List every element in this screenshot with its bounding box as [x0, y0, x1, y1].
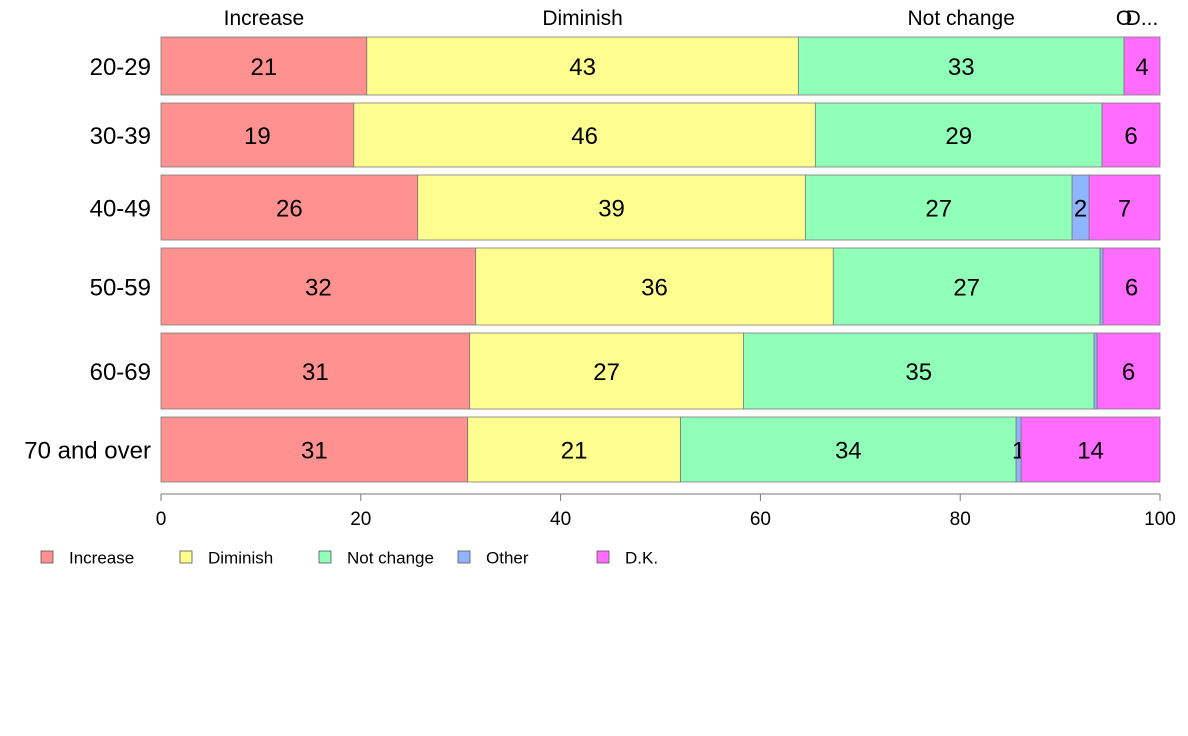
x-tick-label-20: 20	[350, 509, 371, 530]
data-label-70-and-over-not-change: 34	[835, 438, 862, 465]
bar-30-39-increase	[160, 102, 355, 168]
data-label-20-29-increase: 21	[251, 54, 278, 81]
data-label-50-59-not-change: 27	[953, 275, 980, 302]
data-label-40-49-d-k: 7	[1118, 196, 1131, 223]
x-tick-label-60: 60	[750, 509, 771, 530]
bar-60-69-not-change	[743, 332, 1095, 410]
bar-70-and-over-diminish	[467, 416, 681, 483]
data-label-20-29-d-k: 4	[1135, 54, 1148, 81]
data-label-20-29-diminish: 43	[569, 54, 596, 81]
legend-swatch-d-k	[596, 550, 610, 564]
bar-20-29-not-change	[797, 36, 1125, 96]
bar-20-29-d-k	[1123, 36, 1161, 96]
data-label-40-49-increase: 26	[276, 196, 303, 223]
bar-40-49-d-k	[1088, 174, 1161, 241]
data-label-60-69-d-k: 6	[1122, 359, 1135, 386]
bar-30-39-diminish	[353, 102, 816, 168]
bar-60-69-other	[1093, 332, 1098, 410]
data-label-50-59-increase: 32	[305, 275, 332, 302]
data-label-50-59-diminish: 36	[641, 275, 668, 302]
category-label-60-69: 60-69	[90, 359, 151, 386]
data-label-20-29-not-change: 33	[948, 54, 975, 81]
bar-70-and-over-not-change	[680, 416, 1017, 483]
x-tick-label-80: 80	[950, 509, 971, 530]
data-label-50-59-d-k: 6	[1125, 275, 1138, 302]
bar-60-69-diminish	[469, 332, 744, 410]
bar-30-39-not-change	[814, 102, 1103, 168]
bar-50-59-increase	[160, 247, 477, 326]
category-label-30-39: 30-39	[90, 123, 151, 150]
bar-60-69-d-k	[1096, 332, 1161, 410]
legend-label-d-k: D.K.	[625, 549, 658, 568]
bar-40-49-diminish	[417, 174, 806, 241]
data-label-40-49-other: 2	[1074, 196, 1087, 223]
legend-label-diminish: Diminish	[208, 549, 273, 568]
legend-swatch-diminish	[179, 550, 193, 564]
legend-label-other: Other	[486, 549, 529, 568]
bar-50-59-not-change	[832, 247, 1101, 326]
top-label-diminish: Diminish	[542, 7, 623, 30]
data-label-70-and-over-diminish: 21	[561, 438, 588, 465]
x-tick-label-100: 100	[1144, 509, 1176, 530]
data-label-30-39-diminish: 46	[571, 123, 598, 150]
data-label-60-69-diminish: 27	[593, 359, 620, 386]
data-label-70-and-over-increase: 31	[301, 438, 328, 465]
bar-50-59-other	[1099, 247, 1104, 326]
category-label-70-and-over: 70 and over	[24, 438, 151, 465]
data-label-30-39-d-k: 6	[1124, 123, 1137, 150]
legend-swatch-increase	[40, 550, 54, 564]
legend-label-not-change: Not change	[347, 549, 434, 568]
legend-swatch-not-change	[318, 550, 332, 564]
legend: Increase Diminish Not change Other D.K.	[40, 549, 658, 568]
top-label-other: O	[1116, 7, 1132, 30]
bar-50-59-d-k	[1102, 247, 1161, 326]
data-label-70-and-over-d-k: 14	[1077, 438, 1104, 465]
category-label-40-49: 40-49	[90, 196, 151, 223]
x-tick-label-40: 40	[550, 509, 571, 530]
legend-swatch-other	[457, 550, 471, 564]
data-label-60-69-not-change: 35	[905, 359, 932, 386]
bar-70-and-over-d-k	[1020, 416, 1161, 483]
category-label-50-59: 50-59	[90, 275, 151, 302]
bar-70-and-over-increase	[160, 416, 469, 483]
data-label-30-39-increase: 19	[244, 123, 271, 150]
bar-60-69-increase	[160, 332, 471, 410]
x-axis: 0 20 40 60 80 100	[156, 493, 1176, 530]
bar-20-29-increase	[160, 36, 368, 96]
top-label-increase: Increase	[224, 7, 305, 30]
data-label-40-49-not-change: 27	[925, 196, 952, 223]
top-label-d-k: D...	[1126, 7, 1159, 30]
x-tick-label-0: 0	[156, 509, 167, 530]
bar-50-59-diminish	[475, 247, 834, 326]
top-label-not-change: Not change	[907, 7, 1014, 30]
legend-label-increase: Increase	[69, 549, 134, 568]
data-label-60-69-increase: 31	[302, 359, 329, 386]
bar-30-39-d-k	[1101, 102, 1161, 168]
category-label-20-29: 20-29	[90, 54, 151, 81]
bar-20-29-diminish	[366, 36, 799, 96]
data-label-40-49-diminish: 39	[598, 196, 625, 223]
data-label-30-39-not-change: 29	[945, 123, 972, 150]
bar-40-49-increase	[160, 174, 419, 241]
